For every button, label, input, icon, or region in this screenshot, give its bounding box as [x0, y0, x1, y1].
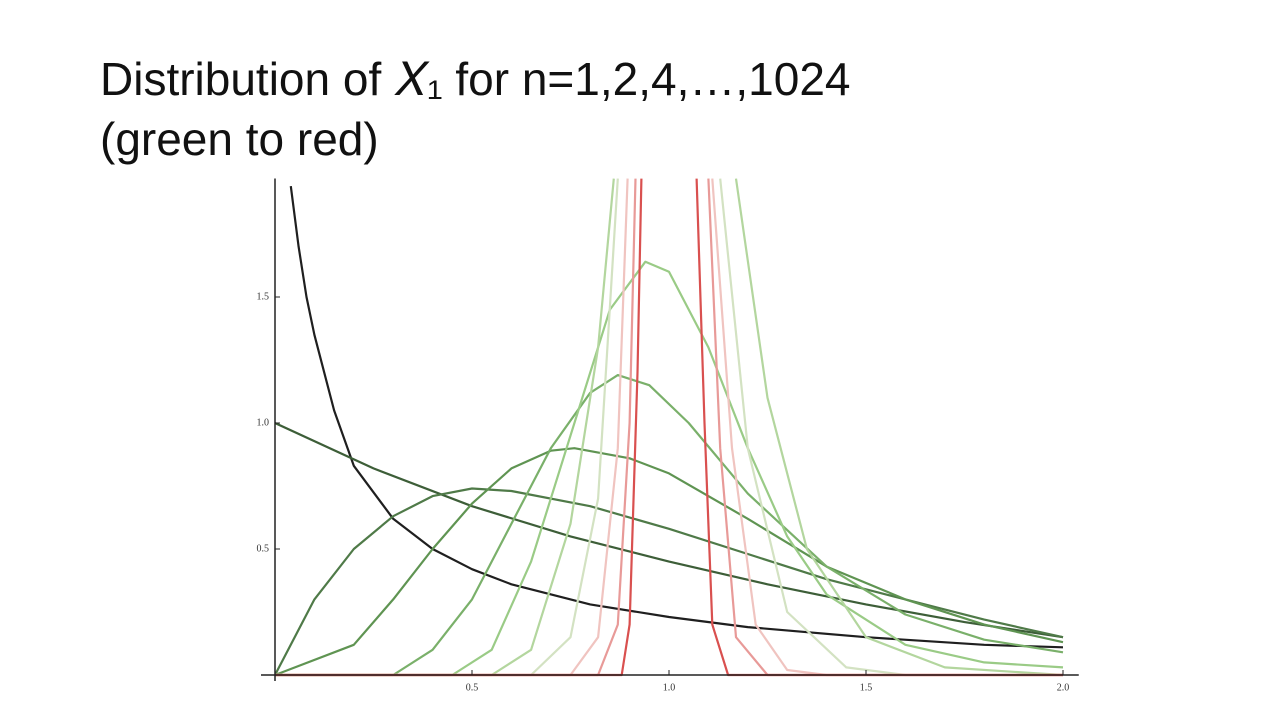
title-line: Distribution of 𝑋₁ for n=1,2,4,…,1024	[100, 53, 851, 105]
x-tick-label: 0.5	[466, 682, 479, 693]
series-line	[275, 374, 1064, 677]
series-line	[275, 260, 1064, 677]
series-line	[275, 447, 1064, 677]
y-tick-label: 0.5	[257, 543, 270, 554]
y-tick-label: 1.5	[257, 291, 270, 302]
series-line	[275, 487, 1064, 676]
series-line	[289, 185, 1064, 649]
series-line	[275, 422, 1064, 639]
y-tick-label: 1.0	[257, 417, 270, 428]
x-tick-label: 1.5	[860, 682, 873, 693]
x-tick-label: 1.0	[663, 682, 676, 693]
plot-area	[275, 178, 1064, 677]
title-line: (green to red)	[100, 113, 379, 165]
x-tick-label: 2.0	[1057, 682, 1070, 693]
